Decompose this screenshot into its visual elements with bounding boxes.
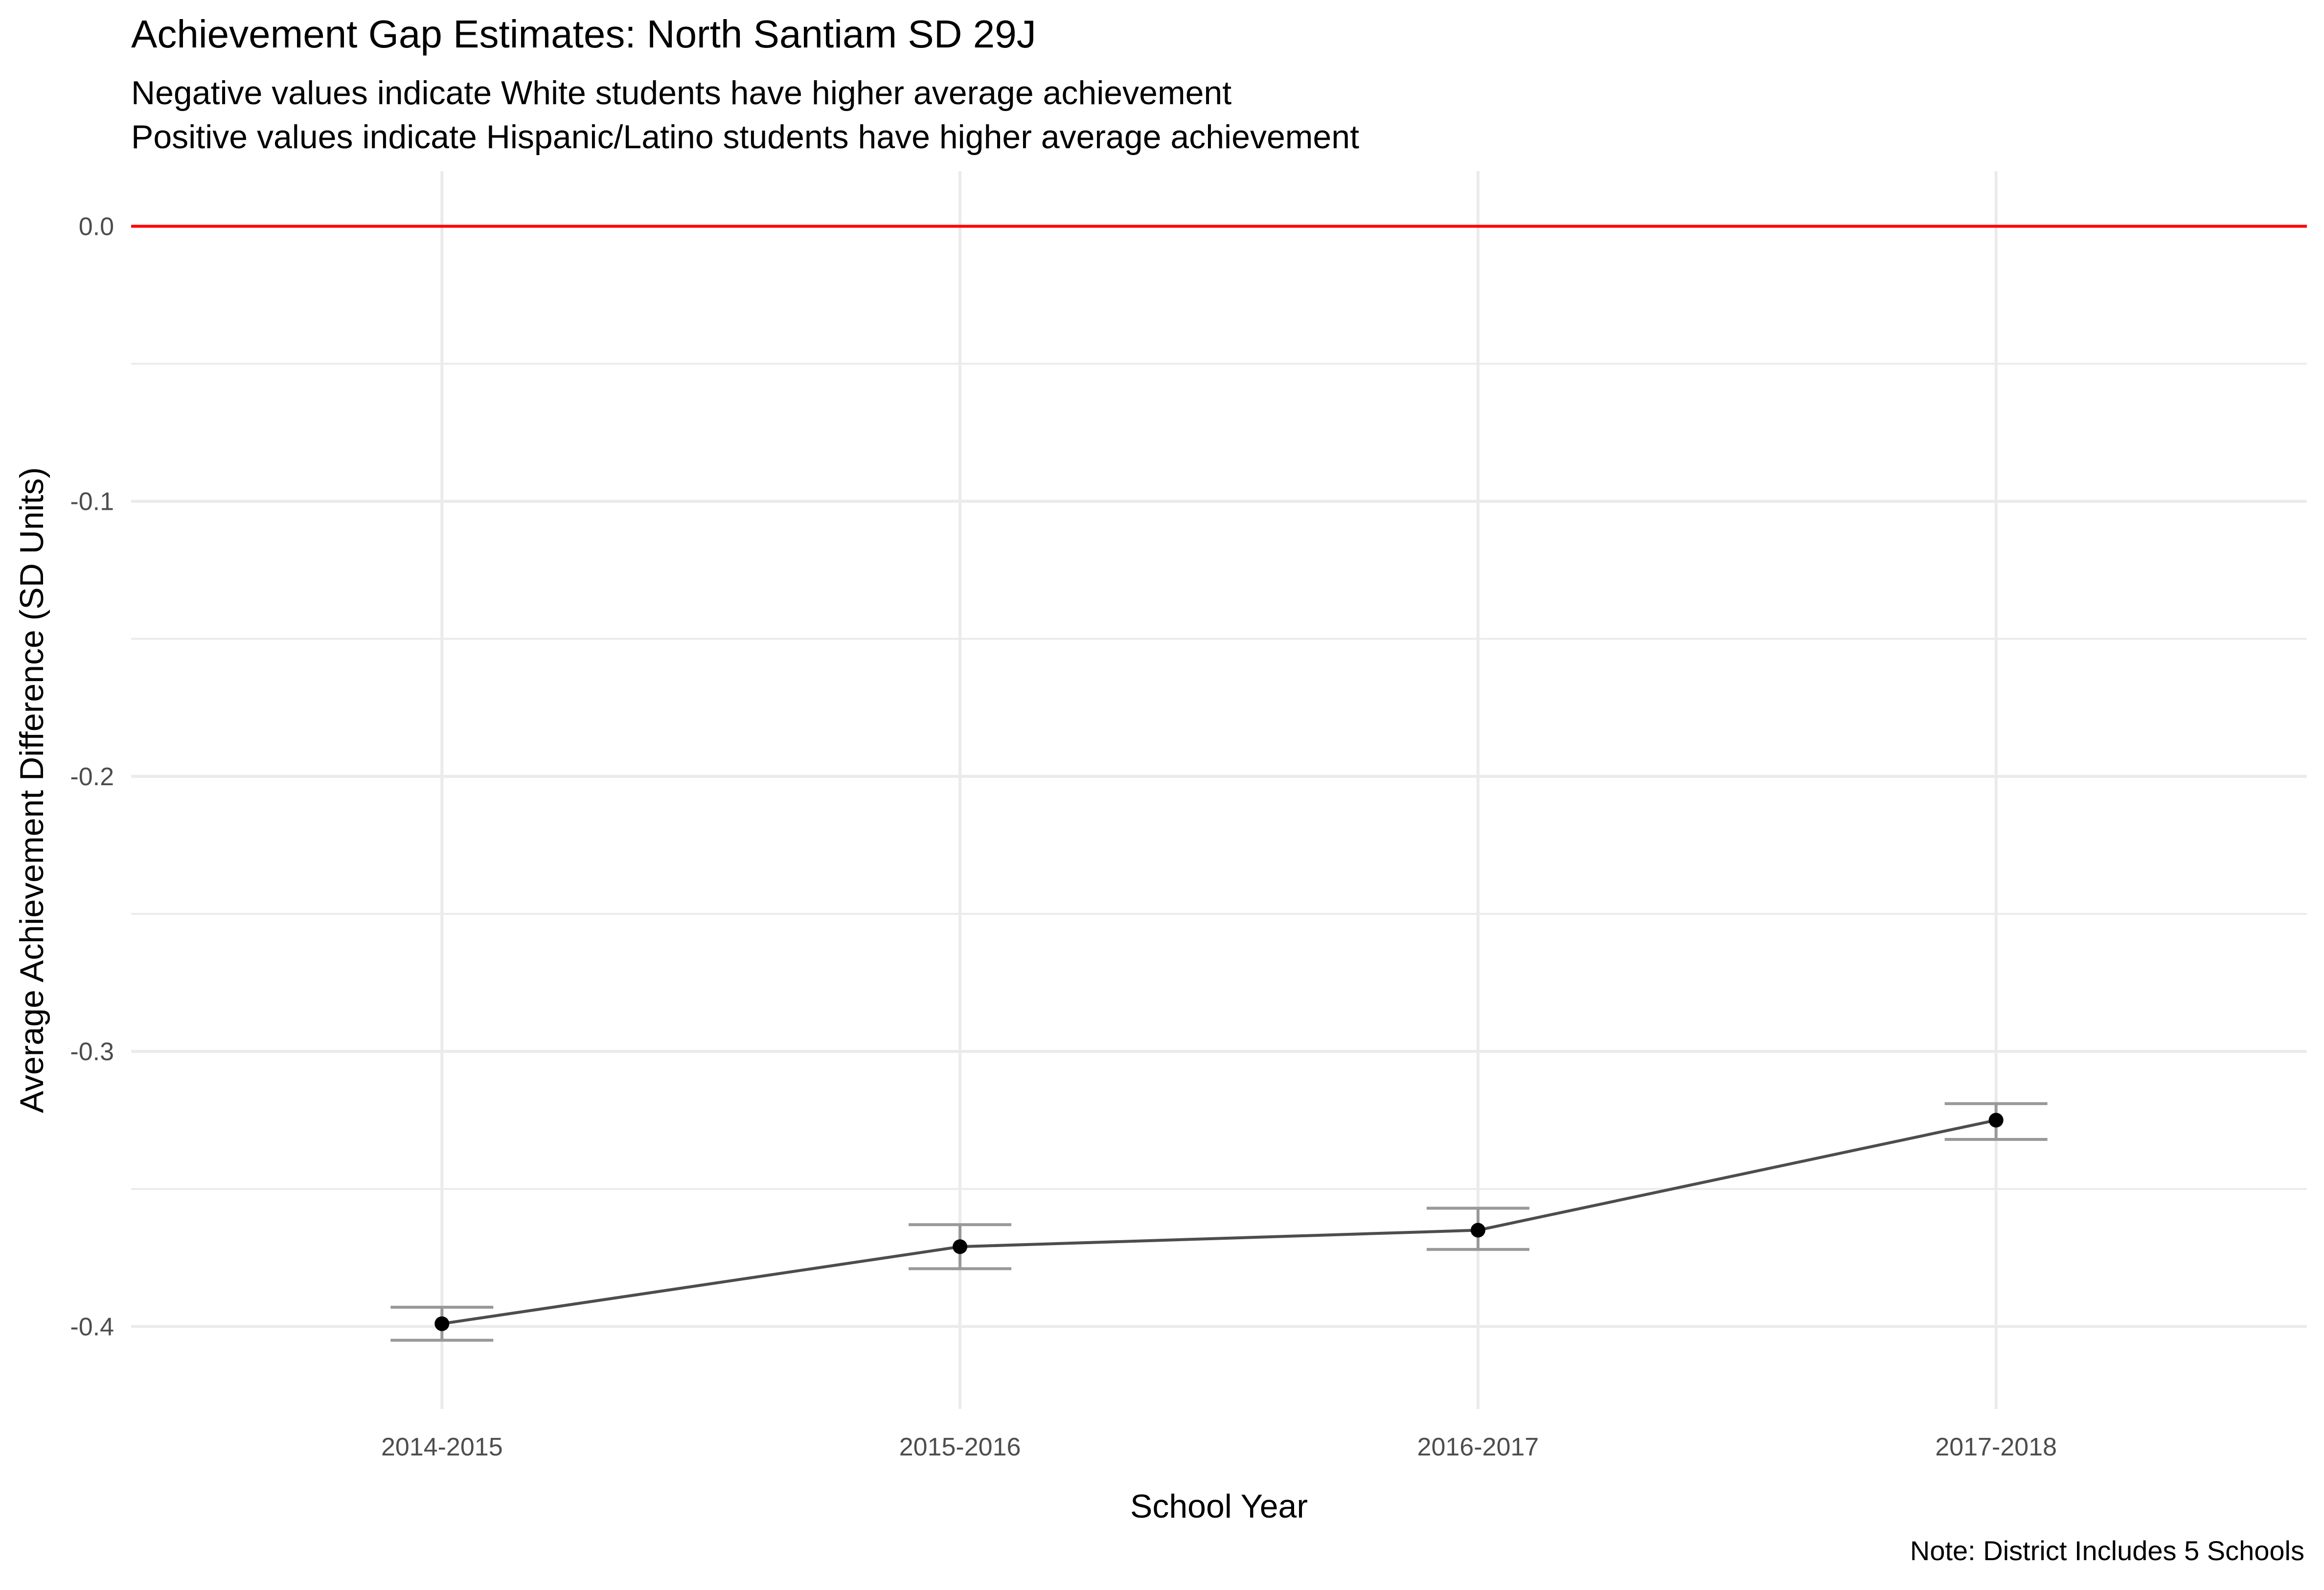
x-tick-label: 2014-2015: [381, 1433, 503, 1461]
chart-subtitle: Negative values indicate White students …: [131, 71, 1359, 159]
data-point-2014-2015: [434, 1316, 450, 1331]
x-axis-ticks: 2014-2015 2015-2016 2016-2017 2017-2018: [381, 1433, 2057, 1461]
y-tick-label: 0.0: [79, 212, 114, 241]
series-line-group: [441, 1118, 1997, 1325]
y-axis-ticks: 0.0 -0.1 -0.2 -0.3 -0.4: [70, 212, 114, 1341]
x-axis-title: School Year: [1130, 1488, 1308, 1525]
y-tick-label: -0.4: [70, 1313, 114, 1341]
chart-title: Achievement Gap Estimates: North Santiam…: [131, 12, 1036, 56]
data-points: [434, 1113, 2004, 1331]
major-gridlines: [131, 171, 2307, 1409]
data-point-2016-2017: [1470, 1223, 1485, 1238]
minor-gridlines: [131, 363, 2307, 1190]
chart-caption: Note: District Includes 5 Schools: [1910, 1535, 2304, 1566]
data-point-2017-2018: [1988, 1113, 2004, 1128]
x-tick-label: 2017-2018: [1935, 1433, 2057, 1461]
y-axis-title: Average Achievement Difference (SD Units…: [13, 467, 50, 1113]
subtitle-line-positive: Positive values indicate Hispanic/Latino…: [131, 118, 1359, 156]
y-tick-label: -0.2: [70, 763, 114, 791]
error-bars: [390, 1102, 2048, 1342]
data-point-2015-2016: [953, 1239, 968, 1254]
x-tick-label: 2016-2017: [1417, 1433, 1539, 1461]
y-tick-label: -0.1: [70, 488, 114, 516]
series-line: [441, 1118, 1997, 1325]
subtitle-line-negative: Negative values indicate White students …: [131, 74, 1232, 112]
y-tick-label: -0.3: [70, 1038, 114, 1066]
x-tick-label: 2015-2016: [899, 1433, 1021, 1461]
